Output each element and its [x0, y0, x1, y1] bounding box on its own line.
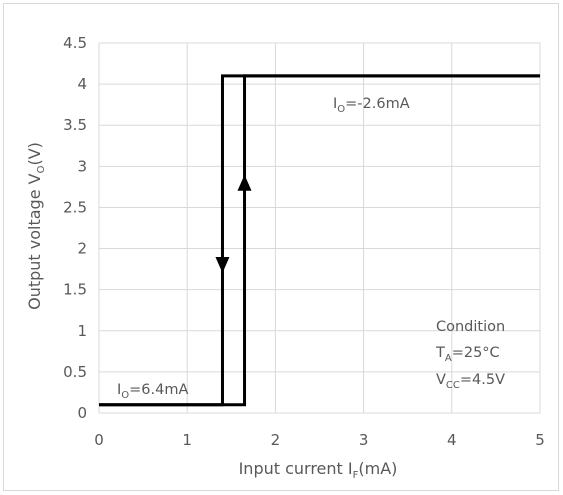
y-tick-label: 4: [77, 75, 87, 93]
x-tick-label: 1: [182, 431, 192, 449]
y-tick-label: 2: [77, 240, 87, 258]
y-tick-label: 3.5: [63, 116, 87, 134]
x-tick-labels: 0 1 2 3 4 5: [94, 431, 545, 449]
y-tick-labels: 0 0.5 1 1.5 2 2.5 3 3.5 4 4.5: [63, 34, 87, 422]
annotation-condition: Condition: [436, 319, 505, 335]
annotation-ta: TA=25°C: [435, 345, 500, 364]
y-tick-label: 0: [77, 404, 87, 422]
annotation-io-high: IO=-2.6mA: [333, 96, 410, 115]
series-lines: [99, 74, 540, 407]
annotation-vcc: VCC=4.5V: [436, 372, 505, 391]
x-axis-label: Input current IF(mA): [239, 459, 398, 481]
y-tick-label: 1.5: [63, 281, 87, 299]
arrow-up-icon: [237, 174, 252, 191]
y-tick-label: 0.5: [63, 363, 87, 381]
arrow-down-icon: [215, 257, 230, 273]
x-tick-label: 3: [359, 431, 369, 449]
x-tick-label: 2: [271, 431, 281, 449]
x-tick-label: 0: [94, 431, 104, 449]
y-tick-label: 2.5: [63, 198, 87, 216]
y-tick-label: 3: [77, 157, 87, 175]
annotation-io-low: IO=6.4mA: [117, 382, 188, 401]
grid: [98, 42, 541, 414]
series-line-falling: [99, 74, 540, 407]
y-tick-label: 1: [77, 322, 87, 340]
x-tick-label: 4: [447, 431, 457, 449]
y-axis-label: Output voltage VO(V): [25, 142, 47, 310]
y-tick-label: 4.5: [63, 34, 87, 52]
x-tick-label: 5: [535, 431, 545, 449]
